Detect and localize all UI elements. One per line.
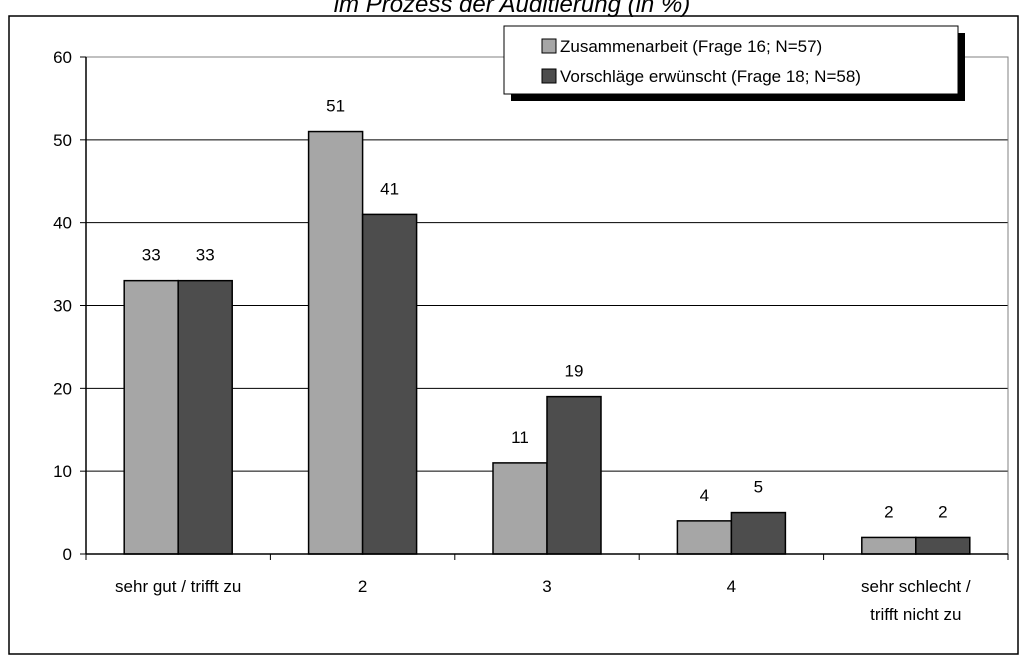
y-tick-label: 50 bbox=[53, 131, 72, 150]
bar bbox=[730, 511, 787, 555]
x-tick-label: trifft nicht zu bbox=[870, 605, 961, 624]
legend-swatch bbox=[541, 38, 557, 54]
y-tick-label: 10 bbox=[53, 462, 72, 481]
bar bbox=[676, 520, 733, 555]
legend-swatch bbox=[541, 68, 557, 84]
data-label: 41 bbox=[380, 179, 399, 198]
legend-label: Vorschläge erwünscht (Frage 18; N=58) bbox=[560, 67, 861, 86]
y-tick-label: 40 bbox=[53, 214, 72, 233]
bar bbox=[861, 536, 917, 555]
gridlines bbox=[86, 139, 1008, 472]
data-label: 51 bbox=[326, 97, 345, 116]
y-tick-label: 20 bbox=[53, 379, 72, 398]
data-label: 33 bbox=[196, 246, 215, 265]
bar bbox=[546, 395, 602, 555]
bar bbox=[123, 279, 179, 555]
bars bbox=[123, 130, 971, 555]
x-axis: sehr gut / trifft zu 2 3 4 sehr schlecht / tr… bbox=[85, 553, 1009, 624]
data-label: 2 bbox=[938, 502, 947, 521]
data-label: 33 bbox=[142, 246, 161, 265]
bar bbox=[915, 536, 971, 555]
chart-title: im Prozess der Auditierung (in %) bbox=[334, 0, 691, 18]
bar bbox=[361, 213, 418, 555]
x-tick-label: 3 bbox=[542, 577, 551, 596]
y-tick-label: 30 bbox=[53, 297, 72, 316]
bar bbox=[492, 462, 548, 555]
bar bbox=[177, 279, 233, 555]
legend-box bbox=[503, 25, 959, 95]
bar bbox=[307, 130, 364, 555]
x-tick-label: 4 bbox=[727, 577, 736, 596]
legend: Zusammenarbeit (Frage 16; N=57) Vorschläg… bbox=[503, 25, 965, 101]
data-label: 4 bbox=[700, 486, 709, 505]
legend-label: Zusammenarbeit (Frage 16; N=57) bbox=[560, 37, 822, 56]
data-labels: 33 51 11 4 2 33 41 19 5 2 bbox=[142, 97, 948, 522]
x-tick-label: sehr schlecht / bbox=[861, 577, 971, 596]
data-label: 5 bbox=[754, 478, 763, 497]
data-label: 11 bbox=[511, 428, 529, 447]
data-label: 2 bbox=[884, 502, 893, 521]
data-label: 19 bbox=[565, 362, 584, 381]
x-tick-label: 2 bbox=[358, 577, 367, 596]
y-tick-label: 60 bbox=[53, 48, 72, 67]
x-tick-label: sehr gut / trifft zu bbox=[115, 577, 241, 596]
y-tick-label: 0 bbox=[63, 545, 72, 564]
y-axis: 0 10 20 30 40 50 60 bbox=[53, 48, 87, 564]
